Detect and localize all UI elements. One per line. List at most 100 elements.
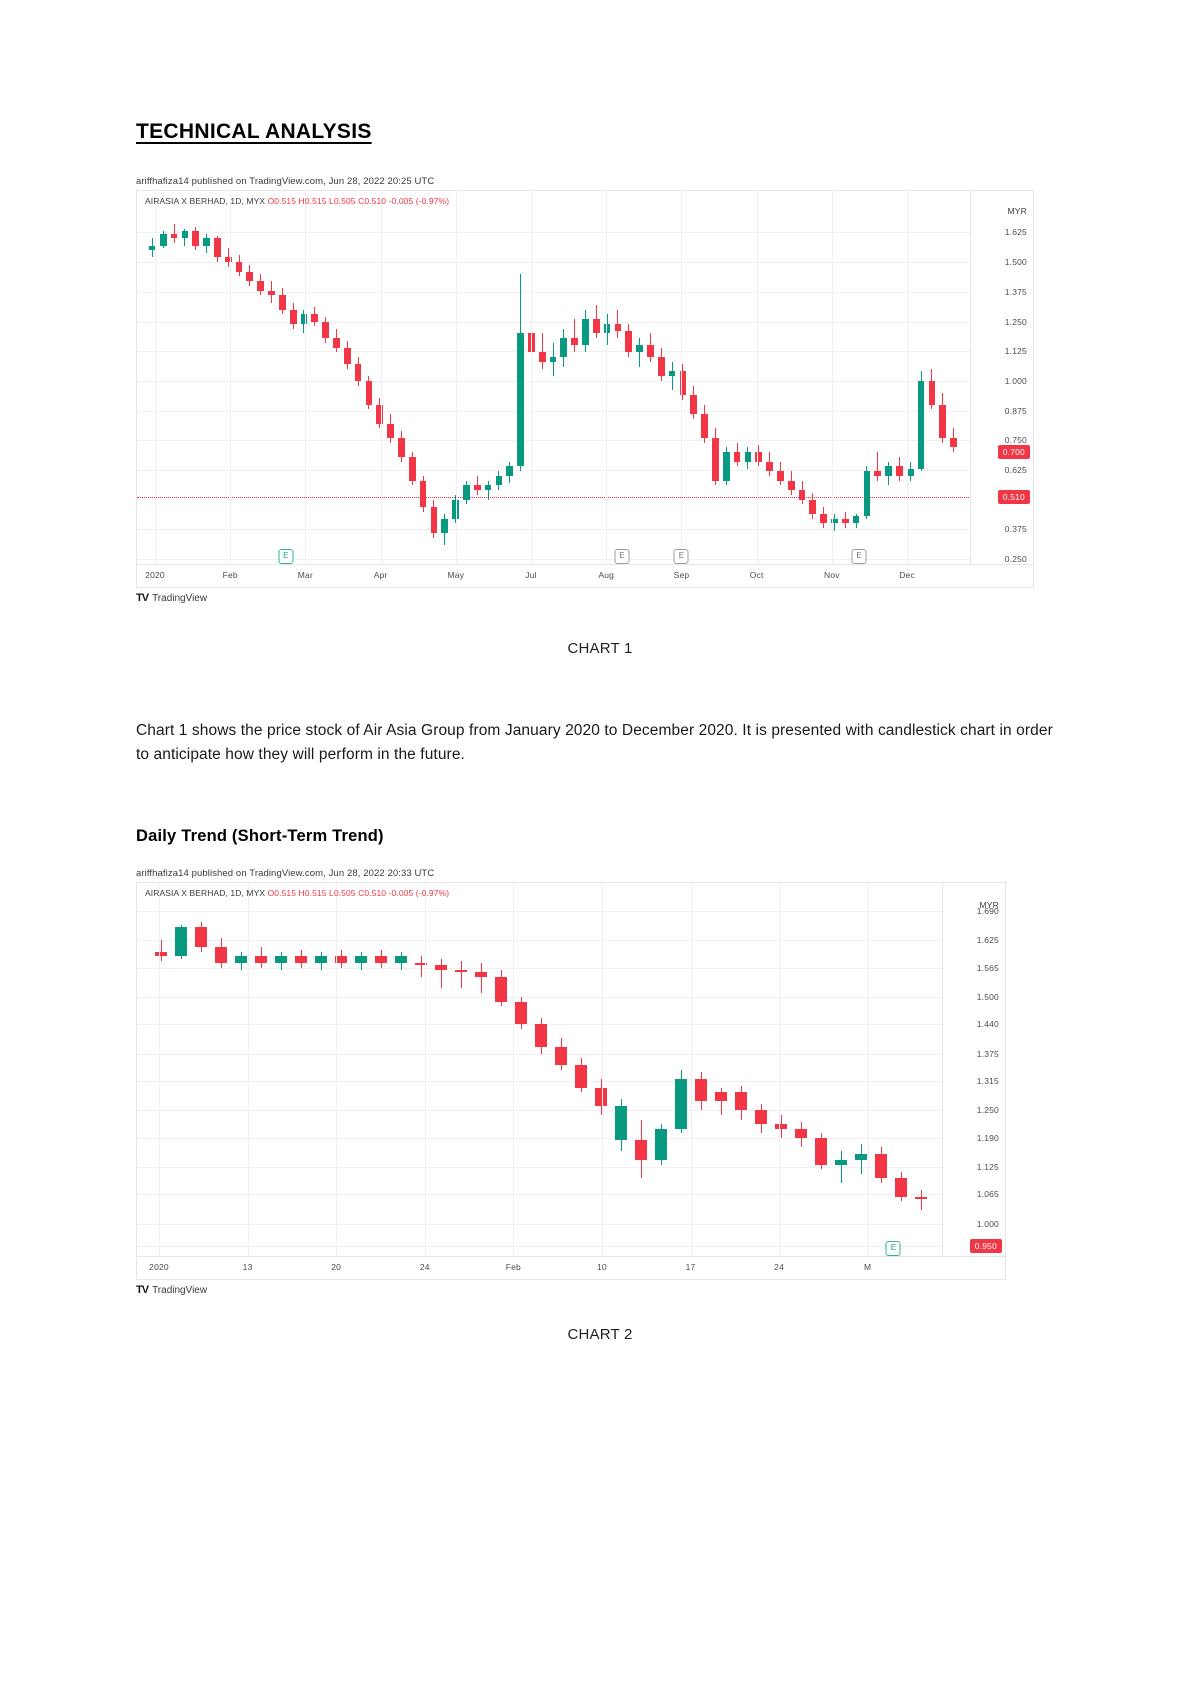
candle-wick (671, 361, 673, 391)
candle-body (214, 947, 228, 964)
price-badge: 0.510 (997, 490, 1030, 505)
candle-body (906, 468, 914, 476)
candle-body (734, 1092, 748, 1111)
candle-body (419, 480, 427, 507)
candle-body (625, 331, 633, 353)
candle-body (452, 499, 459, 519)
candle-body (874, 471, 882, 476)
price-axis-label: 0.375 (1004, 524, 1027, 535)
candle-body (170, 233, 178, 239)
candle-body (831, 518, 838, 524)
candle-body (506, 466, 514, 476)
candle-body (494, 976, 508, 1002)
price-axis-label: 1.190 (976, 1132, 999, 1143)
page-title: TECHNICAL ANALYSIS (136, 120, 372, 143)
chart-1-widget[interactable]: E E E E AIRASIA X BERHAD, 1D, MYX O0.515 H0… (136, 190, 1034, 588)
chart-2-close: C0.510 (358, 888, 387, 899)
candle-body (914, 1196, 928, 1199)
chart-event-marker[interactable]: E (851, 549, 867, 564)
candle-body (474, 972, 488, 977)
gridline-horizontal (137, 967, 943, 969)
candle-body (939, 404, 947, 438)
gridline-horizontal (137, 380, 971, 382)
candle-body (311, 314, 319, 322)
price-axis-label: 1.625 (1004, 227, 1027, 238)
candle-body (574, 1065, 588, 1088)
candle-body (224, 257, 232, 263)
candle-wick (487, 480, 489, 500)
gridline-vertical (606, 191, 608, 565)
price-badge: 0.700 (997, 445, 1030, 460)
candle-body (774, 1124, 788, 1129)
time-axis-label: 2020 (145, 570, 165, 580)
candle-body (268, 290, 275, 296)
document-content: TECHNICAL ANALYSIS ariffhafiza14 publish… (136, 120, 1064, 1343)
chart-1-open: O0.515 (267, 196, 297, 206)
gridline-vertical (867, 883, 869, 1258)
candle-wick (639, 338, 641, 367)
candle-body (722, 452, 730, 481)
chart-2-price-axis[interactable]: 1.690 1.625 1.565 1.500 1.440 1.375 1.315 1.250… (942, 883, 1005, 1280)
gridline-horizontal (137, 469, 971, 471)
candle-body (754, 1110, 768, 1125)
time-axis-label: Oct (749, 570, 764, 580)
chart-1-low: L0.505 (329, 196, 356, 206)
chart-event-marker[interactable]: E (278, 549, 294, 564)
time-axis-label: May (447, 570, 465, 580)
candle-body (820, 513, 827, 524)
candle-body (376, 404, 384, 424)
candle-body (181, 231, 189, 239)
candle-body (654, 1128, 668, 1161)
candle-body (203, 238, 210, 246)
chart-2-widget[interactable]: E AIRASIA X BERHAD, 1D, MYX O0.515 H0.51… (136, 882, 1006, 1281)
candle-wick (574, 319, 576, 353)
candle-body (278, 295, 286, 310)
candle-body (333, 338, 340, 348)
candle-body (668, 371, 676, 377)
gridline-horizontal (137, 1053, 943, 1055)
chart-2-container: ariffhafiza14 published on TradingView.c… (136, 868, 1064, 1296)
candle-body (514, 1001, 528, 1025)
gridline-horizontal (137, 351, 971, 353)
candle-body (755, 452, 763, 462)
candle-body (434, 965, 448, 970)
chart-2-plot[interactable]: E (137, 883, 1005, 1279)
candle-body (592, 319, 600, 334)
candle-body (766, 461, 773, 472)
price-axis-label: 1.625 (976, 935, 999, 946)
chart-event-marker[interactable]: E (673, 549, 689, 564)
chart-event-marker[interactable]: E (614, 549, 630, 564)
chart-2-time-axis[interactable]: 2020 13 20 24 Feb 10 17 24 M (137, 1256, 1005, 1280)
gridline-horizontal (137, 1223, 943, 1225)
candle-wick (877, 452, 879, 481)
candle-wick (920, 1189, 922, 1211)
candle-body (398, 437, 405, 457)
price-axis-label: 0.750 (1004, 435, 1027, 446)
price-axis-label: 1.375 (1004, 286, 1027, 297)
gridline-horizontal (137, 911, 943, 913)
time-axis-label: Apr (373, 570, 388, 580)
paragraph-1: Chart 1 shows the price stock of Air Asi… (136, 722, 1053, 764)
chart-1-price-axis[interactable]: 1.625 1.500 1.375 1.250 1.125 1.000 0.875 0.750… (970, 191, 1033, 587)
time-axis-label: 24 (774, 1262, 785, 1273)
candle-body (408, 456, 416, 481)
candle-body (517, 333, 524, 467)
chart-1-time-axis[interactable]: 2020 Feb Mar Apr May Jul Aug Sep Oct Nov Dec (137, 564, 1033, 587)
gridline-vertical (681, 191, 683, 565)
gridline-vertical (159, 883, 160, 1258)
tradingview-mark-icon-2: TV (136, 1284, 149, 1297)
time-axis-label: 10 (597, 1262, 607, 1273)
tradingview-brand-name: TradingView (152, 592, 208, 604)
price-axis-label: 1.000 (1004, 375, 1027, 386)
candle-body (246, 271, 254, 282)
candle-body (549, 357, 557, 362)
gridline-horizontal (137, 529, 971, 531)
gridline-horizontal (137, 940, 943, 942)
chart-event-marker[interactable]: E (885, 1241, 901, 1257)
price-axis-label: 0.250 (1004, 554, 1027, 564)
candle-body (495, 475, 503, 486)
candle-wick (160, 940, 162, 961)
candle-body (322, 321, 329, 339)
